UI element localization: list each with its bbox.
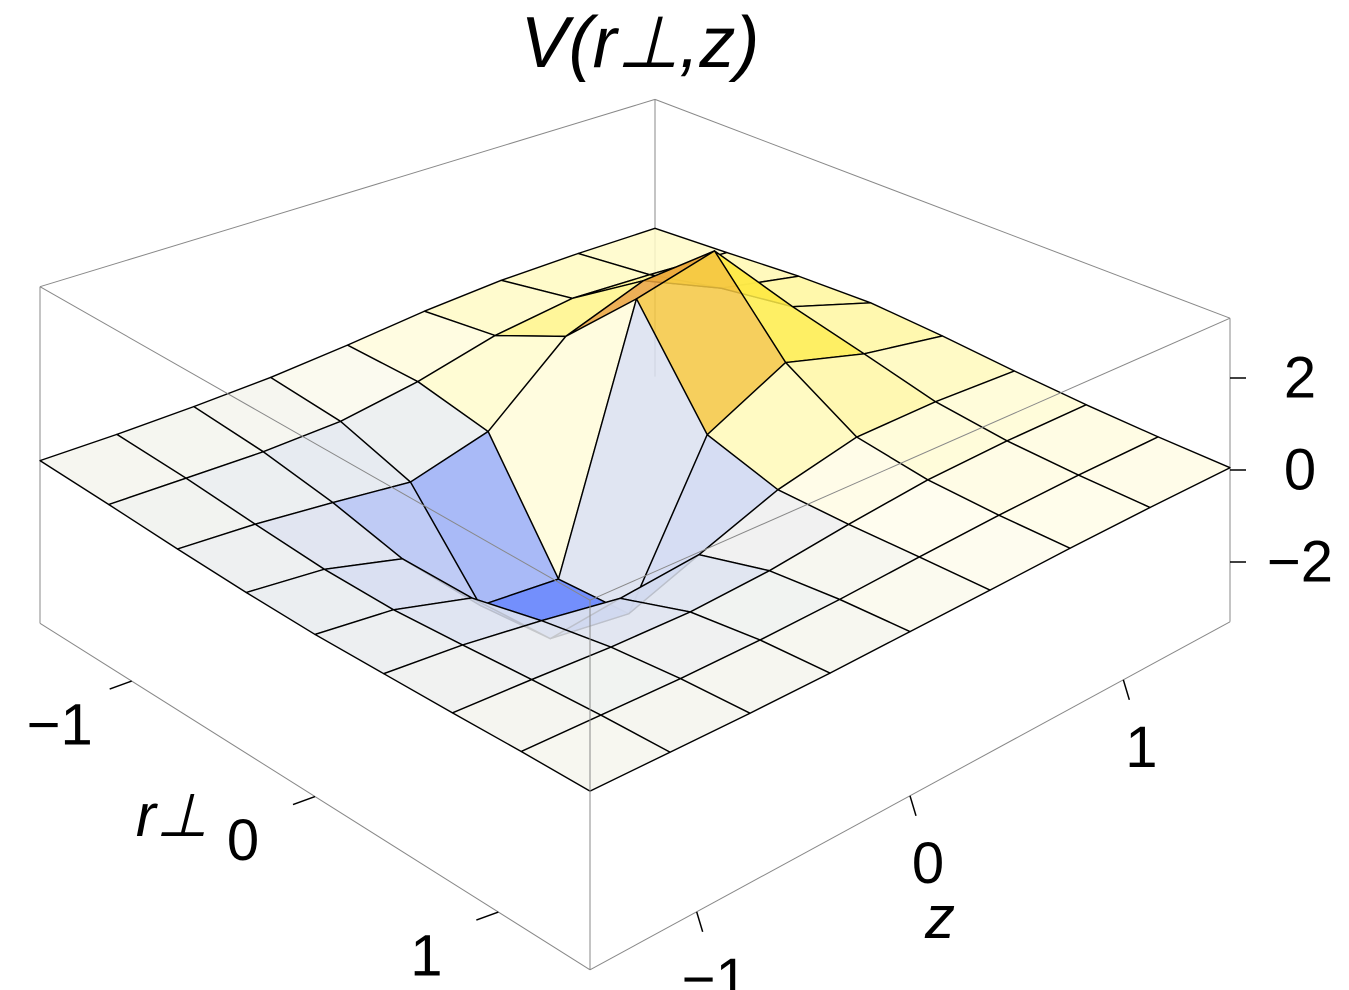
x-tick-label: 0 xyxy=(912,831,944,896)
x-tick xyxy=(1122,679,1131,701)
z-tick-label: −2 xyxy=(1267,529,1333,594)
x-tick-label: −1 xyxy=(682,947,748,990)
y-axis-label: r⊥ xyxy=(136,782,208,849)
x-tick xyxy=(695,911,704,933)
x-axis-label: z xyxy=(924,884,955,951)
chart-title: V(r⊥,z) xyxy=(521,3,760,83)
z-tick-label: 0 xyxy=(1284,437,1316,502)
z-tick-label: 2 xyxy=(1284,345,1316,410)
y-tick xyxy=(109,680,132,690)
x-tick-label: 1 xyxy=(1125,715,1157,780)
x-tick xyxy=(909,795,917,817)
box-edge xyxy=(39,98,656,288)
y-tick-label: −1 xyxy=(27,692,93,757)
y-tick xyxy=(292,795,316,806)
y-tick xyxy=(476,911,499,921)
box-edge xyxy=(654,98,1231,319)
y-tick-label: 1 xyxy=(410,923,442,988)
surface-patch xyxy=(520,714,671,792)
box-edge xyxy=(39,286,591,601)
box-edge xyxy=(589,317,1231,601)
y-tick-label: 0 xyxy=(227,808,259,873)
